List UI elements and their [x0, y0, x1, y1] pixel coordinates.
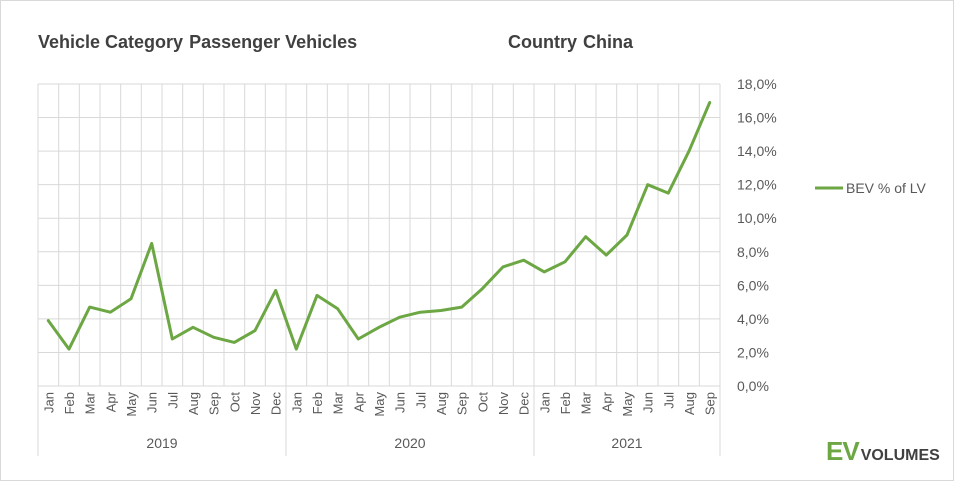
x-tick-label-month: Dec — [517, 392, 532, 416]
country-filter: Country China — [508, 32, 639, 53]
y-tick-label: 8,0% — [737, 244, 769, 260]
logo-ev: EV — [826, 436, 860, 466]
data-point — [605, 253, 608, 257]
data-point — [357, 337, 360, 341]
x-tick-label-month: Apr — [351, 391, 366, 412]
x-tick-label-month: Sep — [703, 392, 718, 415]
data-point — [439, 309, 443, 312]
data-point — [67, 347, 71, 351]
y-tick-label: 12,0% — [737, 177, 777, 193]
data-point — [584, 235, 587, 238]
x-tick-label-month: Jan — [537, 392, 552, 413]
data-point — [315, 294, 319, 297]
country-label: Country — [508, 32, 577, 52]
data-point — [253, 329, 257, 332]
data-point — [667, 191, 670, 195]
y-tick-label: 18,0% — [737, 76, 777, 92]
data-point — [501, 265, 505, 269]
data-point — [274, 289, 277, 292]
x-tick-label-month: Aug — [434, 392, 449, 415]
data-point — [109, 310, 112, 314]
x-tick-label-month: Mar — [579, 391, 594, 414]
x-tick-label-month: Jun — [145, 392, 160, 413]
ev-volumes-logo: EV VOLUMES — [826, 436, 940, 467]
x-tick-label-month: Mar — [331, 391, 346, 414]
x-group-label-year: 2021 — [611, 435, 642, 451]
data-point — [191, 326, 195, 329]
data-point — [708, 101, 711, 104]
x-tick-label-month: Apr — [103, 391, 118, 412]
x-group-label-year: 2020 — [394, 435, 425, 451]
data-point — [543, 270, 546, 274]
x-tick-label-month: Nov — [248, 392, 263, 416]
x-tick-label-month: Jun — [641, 392, 656, 413]
x-tick-label-month: Feb — [62, 392, 77, 414]
data-point — [377, 326, 381, 329]
data-point — [129, 297, 133, 300]
data-point — [336, 307, 339, 311]
x-tick-label-month: Jan — [289, 392, 304, 413]
legend-label: BEV % of LV — [846, 180, 927, 196]
x-tick-label-month: Dec — [269, 392, 284, 416]
vehicle-category-filter: Vehicle Category Passenger Vehicles — [38, 32, 363, 53]
data-point — [212, 336, 215, 339]
data-point — [398, 316, 401, 319]
logo-volumes: VOLUMES — [860, 447, 940, 464]
data-point — [522, 258, 525, 262]
data-point — [88, 305, 91, 309]
x-tick-label-month: Aug — [682, 392, 697, 415]
x-tick-label-month: Oct — [475, 392, 490, 413]
x-tick-label-month: May — [124, 392, 139, 417]
vehicle-category-label: Vehicle Category — [38, 32, 184, 52]
data-point — [687, 149, 691, 153]
x-tick-label-month: Oct — [227, 392, 242, 413]
x-tick-label-month: Sep — [455, 392, 470, 415]
country-value: China — [583, 32, 634, 52]
x-tick-label-month: Sep — [207, 392, 222, 415]
x-group-label-year: 2019 — [146, 435, 177, 451]
data-point — [460, 305, 463, 309]
data-point — [295, 347, 298, 351]
vehicle-category-value: Passenger Vehicles — [189, 32, 358, 52]
x-tick-label-month: Apr — [599, 391, 614, 412]
data-point — [419, 310, 422, 314]
data-point — [563, 260, 567, 264]
data-point — [625, 233, 629, 237]
x-tick-label-month: May — [620, 392, 635, 417]
x-tick-label-month: Jan — [41, 392, 56, 413]
x-tick-label-month: Jun — [393, 392, 408, 413]
y-tick-label: 4,0% — [737, 311, 769, 327]
data-point — [47, 319, 50, 322]
x-tick-label-month: Aug — [186, 392, 201, 415]
y-tick-label: 16,0% — [737, 110, 777, 126]
y-tick-label: 0,0% — [737, 378, 769, 394]
x-tick-label-month: Nov — [496, 392, 511, 416]
data-point — [233, 341, 236, 344]
x-tick-label-month: Feb — [310, 392, 325, 414]
data-point — [150, 242, 153, 245]
x-tick-label-month: Mar — [83, 391, 98, 414]
data-point — [481, 287, 484, 290]
x-tick-label-month: Feb — [558, 392, 573, 414]
data-point — [646, 183, 649, 186]
data-point — [171, 337, 174, 341]
x-tick-label-month: Jul — [661, 392, 676, 409]
x-tick-label-month: Jul — [413, 392, 428, 409]
y-tick-label: 6,0% — [737, 277, 769, 293]
y-tick-label: 10,0% — [737, 210, 777, 226]
x-tick-label-month: Jul — [165, 392, 180, 409]
x-tick-label-month: May — [372, 392, 387, 417]
series-line-bev-share — [46, 101, 712, 351]
y-tick-label: 2,0% — [737, 344, 769, 360]
y-tick-label: 14,0% — [737, 143, 777, 159]
